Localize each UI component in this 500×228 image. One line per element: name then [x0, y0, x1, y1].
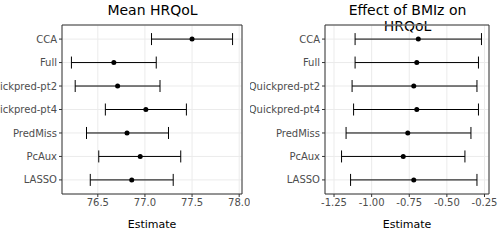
svg-text:-0.50: -0.50 — [434, 197, 460, 208]
svg-text:PredMiss: PredMiss — [13, 128, 57, 139]
svg-text:Quickpred-pt2: Quickpred-pt2 — [8, 81, 57, 92]
svg-text:-0.25: -0.25 — [472, 197, 492, 208]
svg-text:Full: Full — [303, 57, 320, 68]
svg-text:-1.25: -1.25 — [321, 197, 347, 208]
svg-text:LASSO: LASSO — [287, 174, 320, 185]
svg-text:Estimate: Estimate — [383, 218, 432, 228]
svg-text:-0.75: -0.75 — [396, 197, 422, 208]
svg-text:CCA: CCA — [299, 34, 320, 45]
svg-text:Quickpred-pt2: Quickpred-pt2 — [250, 81, 320, 92]
svg-text:-1.00: -1.00 — [359, 197, 385, 208]
svg-text:77.5: 77.5 — [181, 197, 203, 208]
svg-text:77.0: 77.0 — [134, 197, 156, 208]
svg-text:Estimate: Estimate — [128, 218, 177, 228]
svg-text:Full: Full — [40, 57, 57, 68]
svg-text:PredMiss: PredMiss — [276, 128, 320, 139]
svg-text:PcAux: PcAux — [26, 151, 57, 162]
html-text:Mean HRQoL: Mean HRQoL — [107, 2, 198, 18]
html-text:Effect of BMIz on HRQoL: Effect of BMIz on HRQoL — [348, 2, 467, 34]
svg-text:PcAux: PcAux — [289, 151, 320, 162]
svg-text:CCA: CCA — [36, 34, 57, 45]
svg-text:LASSO: LASSO — [24, 174, 57, 185]
svg-text:76.5: 76.5 — [87, 197, 109, 208]
svg-text:78.0: 78.0 — [228, 197, 250, 208]
svg-text:Quickpred-pt4: Quickpred-pt4 — [250, 104, 320, 115]
svg-text:Quickpred-pt4: Quickpred-pt4 — [8, 104, 57, 115]
